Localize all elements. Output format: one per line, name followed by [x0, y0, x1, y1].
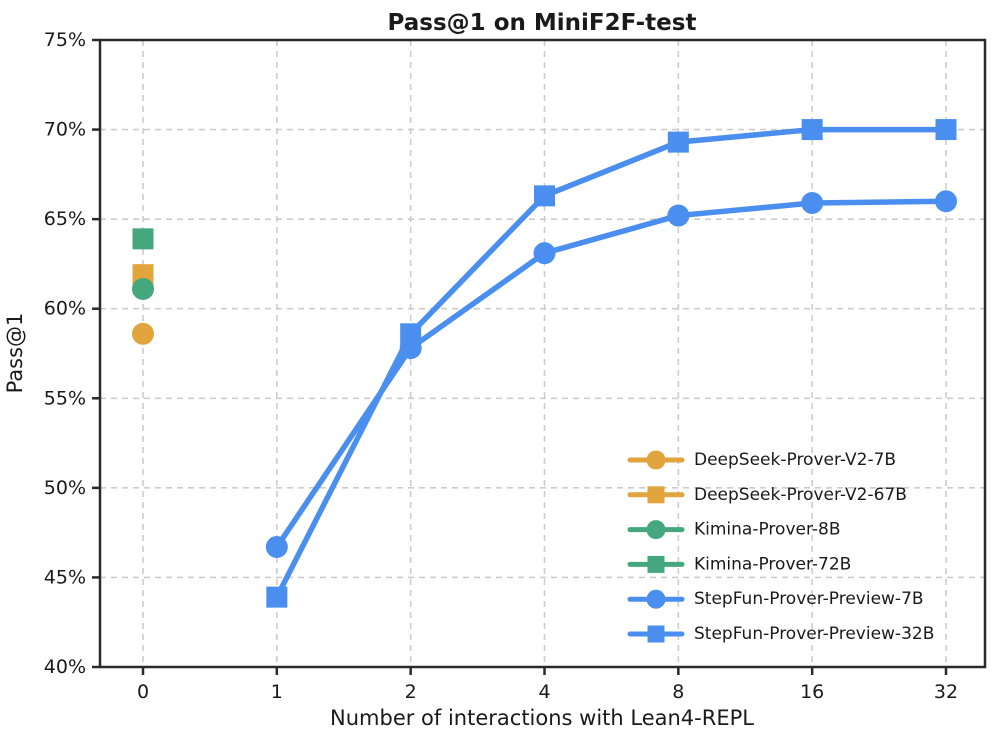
legend-marker-circle	[646, 520, 666, 540]
x-tick-label: 16	[800, 681, 824, 703]
data-point-marker	[400, 323, 422, 345]
legend-marker-circle	[646, 589, 666, 609]
legend-label: StepFun-Prover-Preview-7B	[694, 589, 924, 609]
y-tick-label: 45%	[44, 566, 86, 588]
y-tick-label: 55%	[44, 387, 86, 409]
data-point-marker	[534, 185, 555, 207]
plot-frame	[98, 38, 987, 669]
y-tick-label: 65%	[44, 208, 86, 230]
data-point-marker	[935, 190, 957, 213]
data-point-marker	[132, 322, 154, 345]
y-tick-label: 60%	[44, 298, 86, 320]
plot-area: 40% 45% 50% 55% 60% 65% 70% 75% 0 1 2 4 8 16 32 DeepSee…	[44, 29, 987, 703]
x-tick-label: 0	[137, 681, 149, 703]
data-point-marker	[132, 228, 154, 250]
data-point-marker	[801, 119, 823, 141]
chart-title: Pass@1 on MiniF2F-test	[388, 10, 697, 36]
x-axis-label: Number of interactions with Lean4-REPL	[330, 706, 754, 730]
y-tick-label: 75%	[44, 29, 86, 51]
legend-marker-square	[647, 486, 665, 504]
legend-label: StepFun-Prover-Preview-32B	[694, 624, 934, 644]
legend-label: Kimina-Prover-72B	[694, 554, 851, 574]
y-axis-label: Pass@1	[3, 313, 27, 394]
legend-marker-square	[647, 555, 665, 573]
data-point-marker	[801, 192, 824, 215]
data-point-marker	[132, 278, 154, 301]
series-line	[274, 126, 949, 600]
x-tick-label: 2	[405, 681, 417, 703]
legend-label: DeepSeek-Prover-V2-7B	[694, 450, 896, 470]
data-point-marker	[667, 204, 690, 227]
data-point-marker	[533, 242, 556, 265]
y-tick-label: 50%	[44, 477, 86, 499]
data-point-marker	[265, 535, 288, 558]
data-point-marker	[266, 586, 288, 608]
y-tick-label: 40%	[44, 656, 86, 678]
legend-marker-circle	[646, 450, 666, 470]
legend-marker-square	[647, 625, 665, 643]
x-tick-label: 32	[934, 681, 958, 703]
x-tick-label: 1	[271, 681, 283, 703]
x-tick-label: 4	[538, 681, 550, 703]
data-point-marker	[935, 119, 957, 141]
legend-label: DeepSeek-Prover-V2-67B	[694, 485, 907, 505]
x-tick-label: 8	[672, 681, 684, 703]
y-tick-label: 70%	[44, 119, 86, 141]
legend-label: Kimina-Prover-8B	[694, 520, 840, 540]
data-point-marker	[667, 131, 689, 153]
